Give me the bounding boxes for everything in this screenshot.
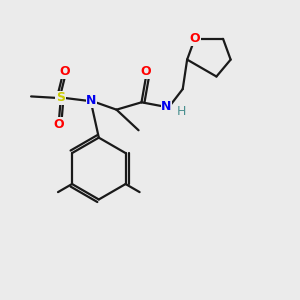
Text: H: H <box>177 105 186 118</box>
Text: N: N <box>161 100 172 113</box>
Text: N: N <box>86 94 97 107</box>
Text: S: S <box>56 92 65 104</box>
Text: O: O <box>60 65 70 78</box>
Text: O: O <box>189 32 200 45</box>
Text: O: O <box>54 118 64 131</box>
Text: O: O <box>141 65 151 79</box>
